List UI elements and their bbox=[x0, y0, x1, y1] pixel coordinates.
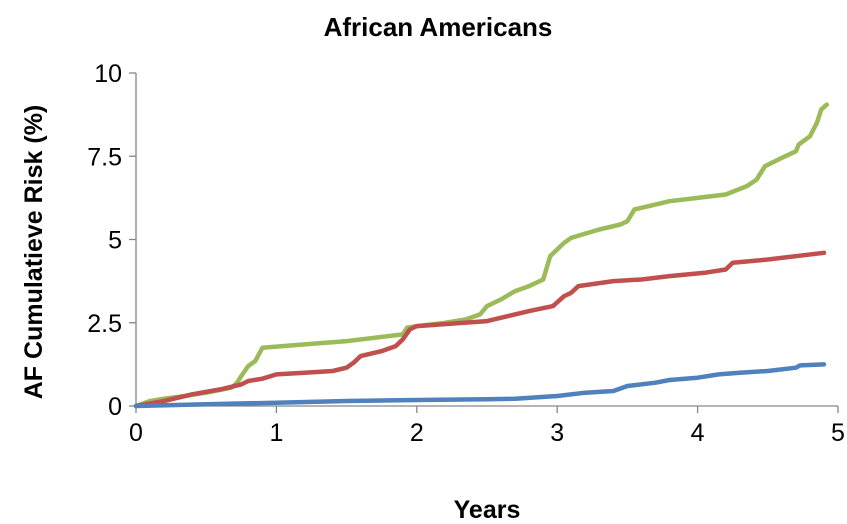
x-tick-label: 3 bbox=[550, 419, 564, 447]
x-tick-label: 4 bbox=[691, 419, 705, 447]
y-axis-label: AF Cumulatieve Risk (%) bbox=[20, 105, 48, 400]
y-tick-label: 7.5 bbox=[87, 143, 122, 171]
x-axis-label: Years bbox=[454, 496, 521, 524]
series-line-3 bbox=[133, 362, 827, 409]
series-line-1 bbox=[133, 102, 830, 409]
series-line-2 bbox=[133, 250, 827, 409]
y-tick-label: 5 bbox=[108, 227, 122, 255]
x-tick-label: 5 bbox=[831, 419, 845, 447]
chart-title: African Americans bbox=[324, 12, 553, 42]
x-tick-label: 2 bbox=[410, 419, 424, 447]
x-tick-label: 1 bbox=[269, 419, 283, 447]
y-tick-label: 0 bbox=[108, 393, 122, 421]
y-tick-label: 2.5 bbox=[87, 310, 122, 338]
x-tick-label: 0 bbox=[129, 419, 143, 447]
plot-area: 0 2.5 5 7.5 10 0 1 2 3 4 5 bbox=[87, 60, 845, 447]
y-tick-label: 10 bbox=[94, 60, 122, 88]
